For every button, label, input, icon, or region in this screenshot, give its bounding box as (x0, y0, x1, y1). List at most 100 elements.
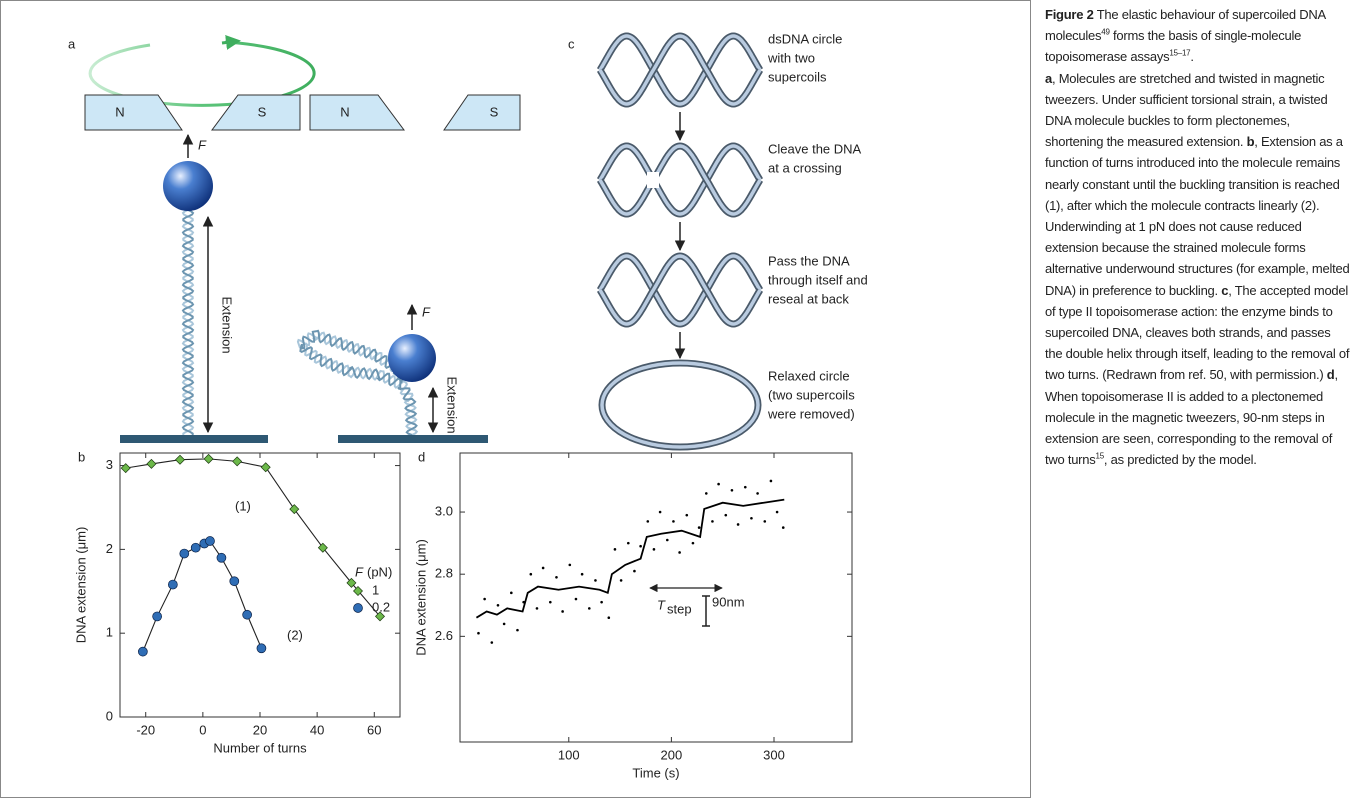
step-label: dsDNA circle (768, 31, 842, 46)
annotation: 90nm (712, 594, 745, 609)
step-label: Pass the DNA (768, 253, 850, 268)
data-point (763, 520, 767, 523)
marker (346, 577, 357, 588)
caption-text: b (1246, 134, 1255, 150)
force-label: F (422, 304, 431, 319)
data-point (781, 526, 785, 529)
data-point (477, 631, 480, 635)
caption-text: , as predicted by the model. (1103, 452, 1257, 468)
x-tick-label: 100 (558, 747, 580, 762)
step-label: with two (767, 50, 815, 65)
step-label: Cleave the DNA (768, 141, 862, 156)
data-point (736, 523, 740, 526)
data-point (516, 628, 519, 632)
marker (232, 456, 243, 467)
data-point (510, 591, 513, 595)
y-tick-label: 2 (106, 541, 113, 556)
step-label: (two supercoils (768, 387, 855, 402)
relaxed-circle (600, 361, 760, 449)
magnet-label: N (340, 104, 349, 119)
data-point (594, 579, 597, 582)
rotation-arrow (88, 40, 316, 107)
data-point (549, 600, 552, 604)
panel-label: d (418, 449, 425, 464)
surface (120, 435, 268, 443)
data-point (775, 510, 779, 514)
step-label: Relaxed circle (768, 368, 850, 383)
data-point (756, 492, 759, 495)
y-tick-label: 2.8 (435, 566, 453, 581)
dna-loop (598, 144, 762, 216)
step-label: at a crossing (768, 160, 842, 175)
magnet-label: N (115, 104, 124, 119)
caption-text: 15–17 (1169, 49, 1191, 59)
dna-loop (598, 34, 762, 106)
y-tick-label: 3.0 (435, 503, 453, 518)
legend-label: 1 (372, 582, 379, 597)
step-label: supercoils (768, 69, 827, 84)
caption-text: a (1045, 70, 1052, 86)
caption-text: , Molecules are stretched and twisted in… (1045, 70, 1328, 150)
data-point (685, 513, 689, 517)
marker (260, 462, 271, 473)
marker (175, 454, 185, 465)
data-point (665, 538, 669, 542)
series-line (142, 540, 262, 652)
dna (181, 209, 419, 436)
data-point (633, 569, 636, 573)
x-axis-label: Time (s) (632, 765, 679, 780)
dna-loop (596, 32, 764, 108)
marker (256, 643, 267, 654)
data-point (750, 516, 753, 520)
data-point (724, 513, 728, 517)
series-line (125, 458, 381, 617)
annotation: (1) (235, 498, 251, 513)
x-tick-label: 40 (310, 722, 324, 737)
step-label: through itself and (768, 272, 868, 287)
data-point (697, 526, 701, 529)
data-point (490, 641, 494, 644)
dna-loop (596, 252, 764, 328)
marker (203, 453, 214, 464)
extension-label: Extension (445, 376, 460, 433)
bead (388, 334, 436, 382)
marker (120, 463, 131, 474)
y-tick-label: 0 (106, 708, 113, 723)
data-point (769, 479, 773, 483)
y-tick-label: 2.6 (435, 628, 453, 643)
plot-frame (119, 452, 401, 718)
caption-text: c (1221, 282, 1229, 298)
caption-text: , Extension as a function of turns intro… (1045, 134, 1350, 298)
data-point (639, 544, 642, 548)
marker (229, 576, 240, 587)
dna-loop (596, 252, 764, 328)
extension-label: Extension (220, 296, 235, 353)
caption-text: d (1326, 367, 1335, 383)
marker (138, 646, 148, 657)
bead (163, 161, 213, 211)
caption-text: , The accepted model of type II topoisom… (1045, 282, 1350, 383)
caption-text: The elastic behaviour of supercoiled DNA… (1045, 7, 1326, 44)
annotation: T (657, 597, 666, 612)
dna-loop (598, 34, 762, 106)
x-tick-label: 200 (661, 747, 683, 762)
data-point (652, 548, 656, 551)
dna-strand (299, 329, 418, 436)
data-point (743, 485, 747, 489)
caption-text: . (1190, 49, 1194, 65)
data-point (574, 597, 578, 601)
magnet (443, 94, 521, 131)
data-point (600, 600, 603, 604)
caption-text: 15 (1095, 451, 1105, 461)
legend-title: F (355, 564, 364, 579)
data-point (541, 566, 545, 570)
data-point (704, 492, 708, 495)
marker (289, 504, 300, 515)
data-point (535, 607, 539, 610)
data-point (646, 520, 650, 523)
dna-loop (596, 142, 764, 218)
caption-text: , When topoisomerase II is added to a pl… (1045, 367, 1338, 468)
data-point (496, 603, 500, 607)
x-tick-label: 300 (763, 747, 785, 762)
